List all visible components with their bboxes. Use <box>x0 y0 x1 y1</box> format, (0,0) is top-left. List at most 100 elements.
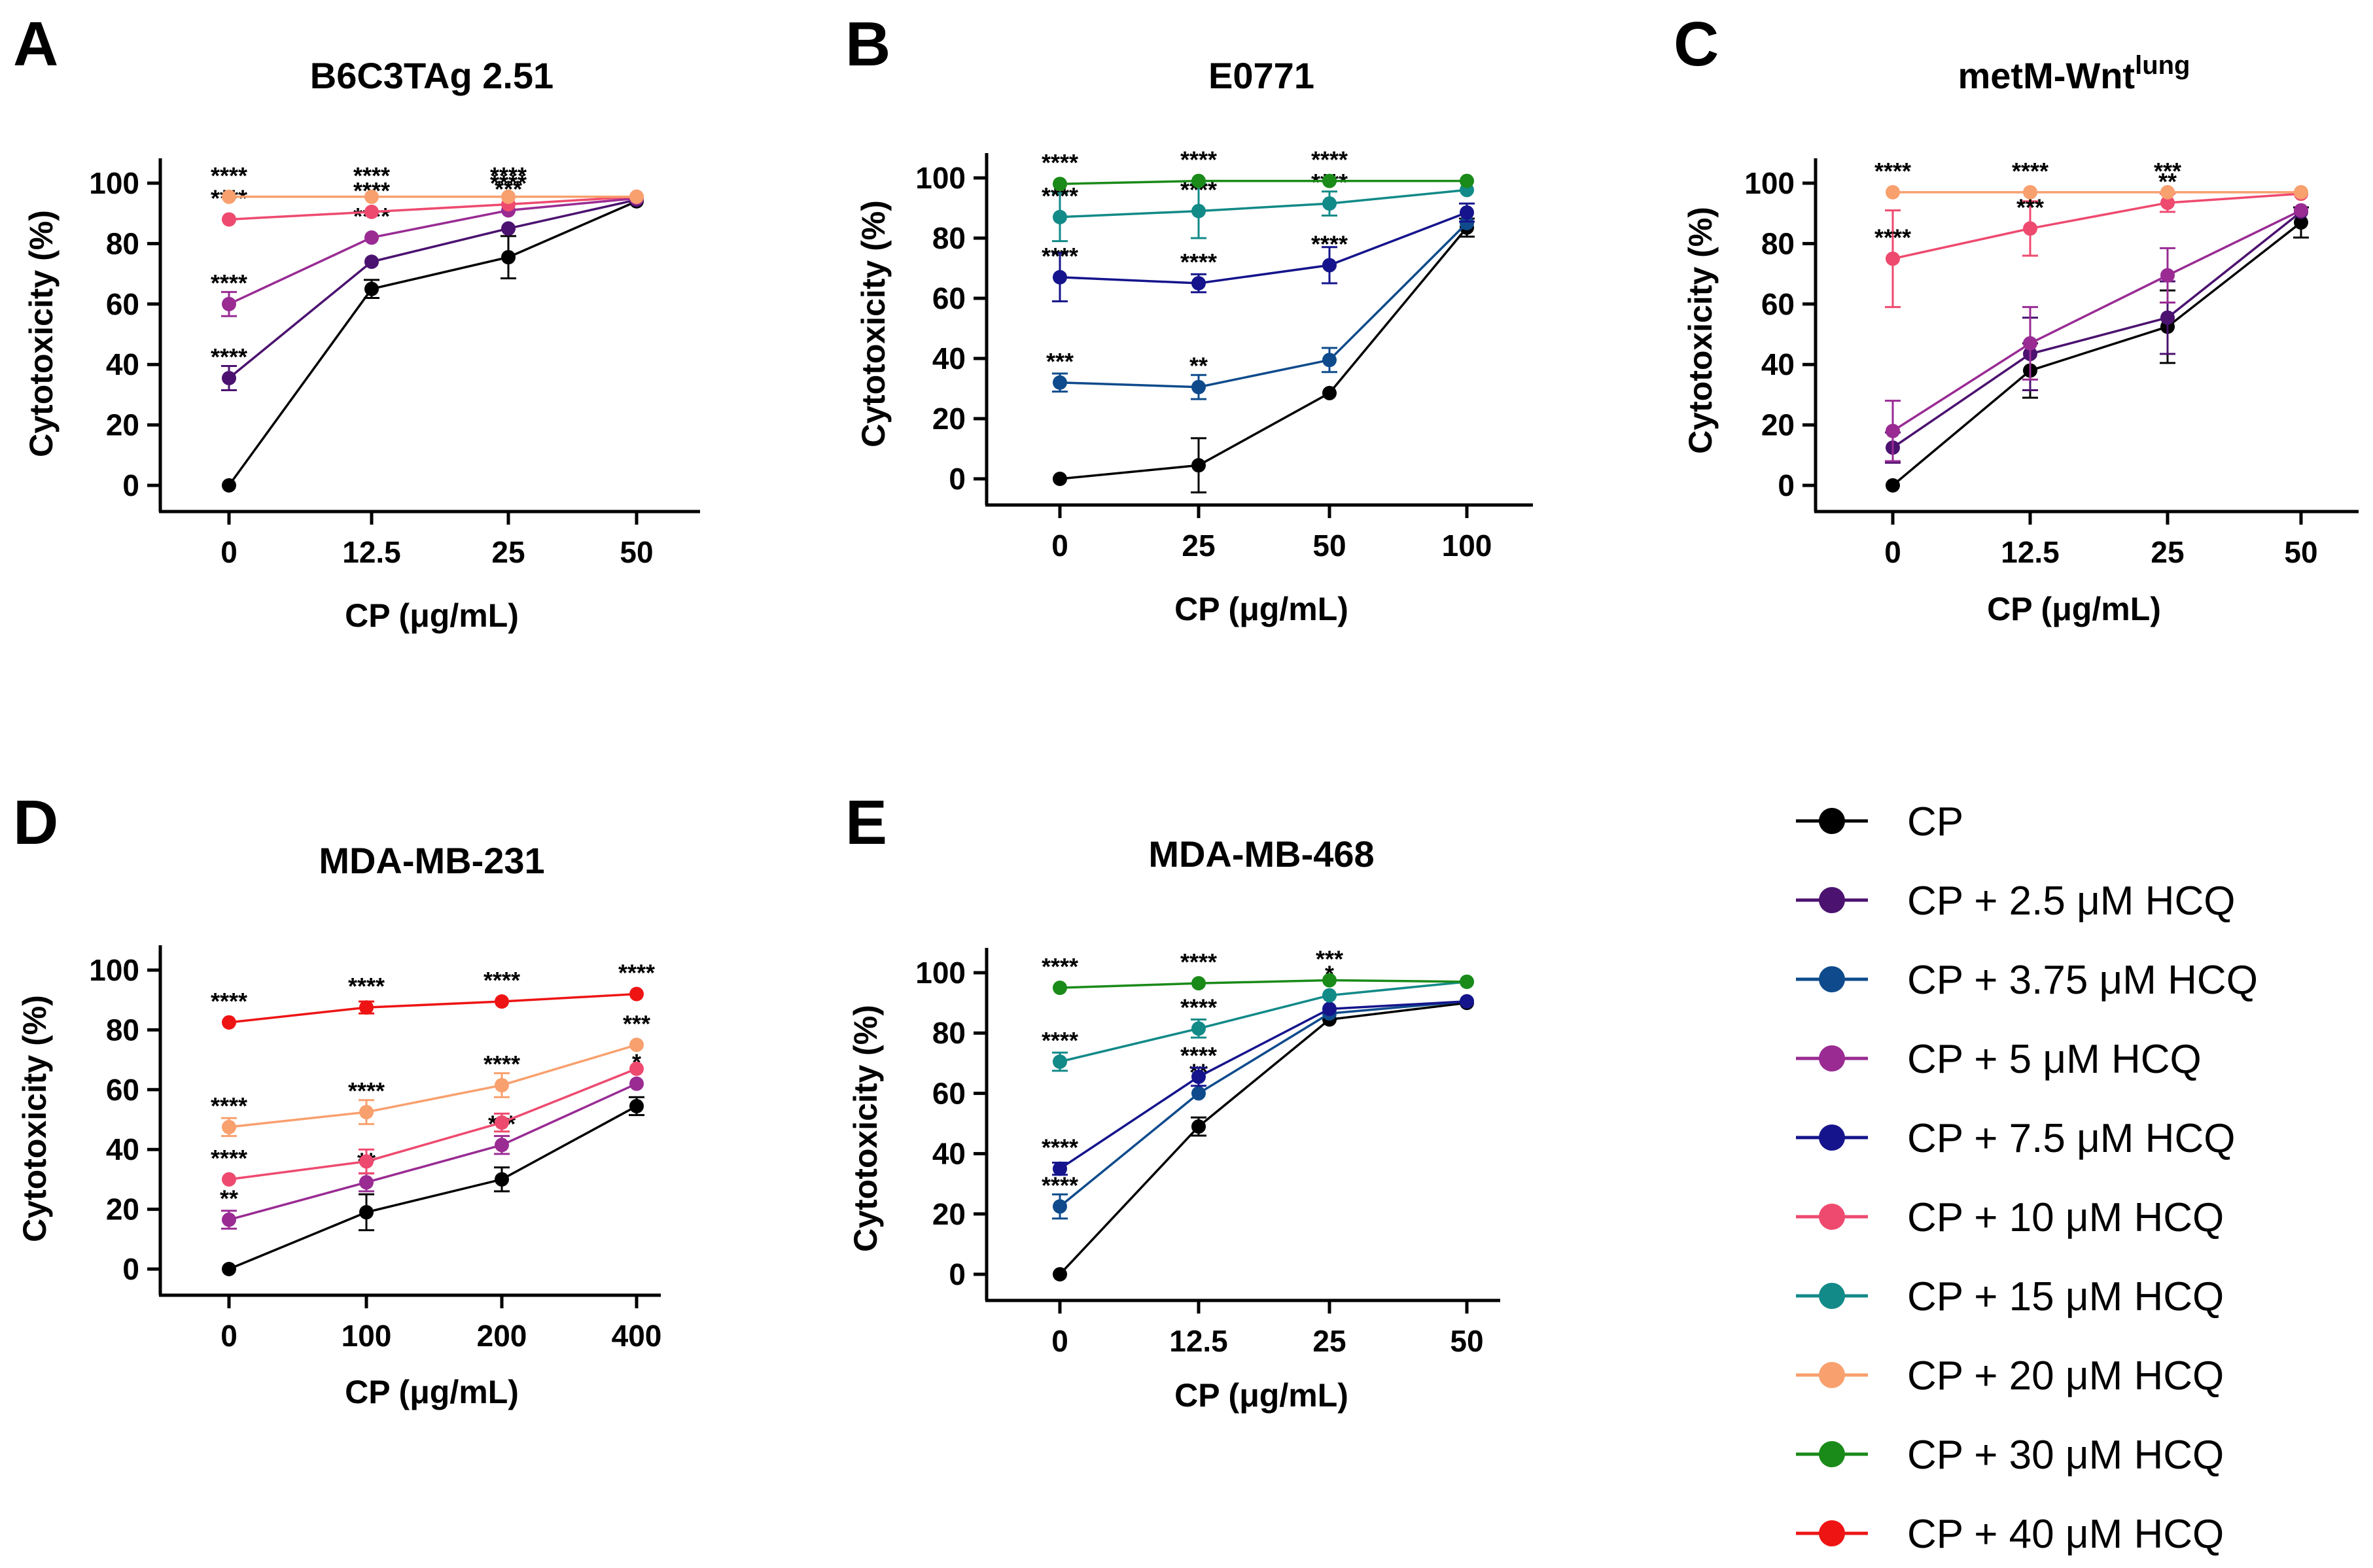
data-point <box>359 1205 374 1220</box>
legend-item-h3_75: CP + 3.75 μM HCQ <box>1796 958 2258 1003</box>
series-h10: ************ <box>211 169 644 227</box>
data-point <box>2294 215 2308 230</box>
series-CP <box>1053 996 1474 1281</box>
series-h30: **** **** *** <box>1042 946 1474 996</box>
series-h5 <box>1885 203 2308 462</box>
significance-label: **** <box>1042 149 1078 176</box>
series-line <box>1059 1000 1468 1208</box>
data-point <box>629 1076 644 1091</box>
chart-title: MDA-MB-231 <box>319 840 544 881</box>
series-h15: ********* <box>1042 961 1474 1072</box>
significance-label: **** <box>211 343 247 370</box>
y-tick-label: 40 <box>106 347 139 381</box>
significance-label: *** <box>1046 348 1074 375</box>
significance-label: **** <box>1042 953 1078 980</box>
series-h30: **** **** **** <box>1042 147 1474 192</box>
series-h20: **** **** *** <box>1874 158 2308 200</box>
data-point <box>222 1212 236 1227</box>
panel-letter: C <box>1674 9 1719 79</box>
legend-item-h20: CP + 20 μM HCQ <box>1796 1353 2224 1399</box>
data-point <box>222 1262 236 1276</box>
data-point <box>1053 375 1067 390</box>
data-point <box>1053 270 1067 285</box>
series-line <box>1059 1002 1468 1276</box>
data-point <box>629 1061 644 1076</box>
x-tick-label: 0 <box>1884 535 1901 569</box>
data-point <box>495 1138 509 1153</box>
data-point <box>1053 1199 1067 1214</box>
legend-item-h7_5: CP + 7.5 μM HCQ <box>1796 1116 2235 1161</box>
significance-label: *** <box>2154 158 2181 184</box>
series-h2_5: ****** <box>211 192 644 391</box>
data-point <box>1886 184 1900 200</box>
data-point <box>1191 458 1206 473</box>
x-tick-label: 50 <box>1450 1324 1483 1358</box>
series-h7_5: **** **** <box>1042 994 1474 1176</box>
series-h3_75: *** ** <box>1046 216 1474 400</box>
series-line <box>228 200 637 487</box>
x-tick-label: 25 <box>1182 529 1215 563</box>
series-line <box>1059 1000 1468 1170</box>
x-axis-label: CP (μg/mL) <box>345 597 519 634</box>
x-tick-label: 0 <box>220 535 237 569</box>
significance-label: **** <box>348 973 385 1000</box>
y-tick-label: 100 <box>1744 166 1795 200</box>
legend-label: CP + 20 μM HCQ <box>1907 1353 2224 1399</box>
y-tick-label: 40 <box>106 1132 139 1166</box>
data-point <box>222 1119 236 1134</box>
data-point <box>1053 981 1067 996</box>
y-tick-label: 100 <box>915 161 966 195</box>
significance-label: **** <box>1874 224 1911 251</box>
panel-d: D MDA-MB-231 0 20 40 60 80 100 0 100 200 400 CP (μg/… <box>13 788 661 1410</box>
significance-label: *** <box>623 1010 650 1037</box>
significance-label: **** <box>211 988 247 1015</box>
chart-title-main: B6C3TAg 2.51 <box>310 55 554 96</box>
data-point <box>1460 974 1474 989</box>
data-point <box>1460 216 1474 230</box>
data-point <box>501 189 516 204</box>
x-tick-label: 0 <box>220 1319 237 1353</box>
legend-marker <box>1819 1124 1845 1151</box>
data-point <box>2294 184 2308 200</box>
series-CP <box>222 1096 644 1276</box>
data-point <box>2023 336 2037 351</box>
y-tick-label: 80 <box>1761 226 1795 260</box>
data-point <box>222 478 236 493</box>
y-tick-label: 20 <box>932 402 966 436</box>
data-point <box>359 1175 374 1190</box>
significance-label: **** <box>1042 1172 1078 1198</box>
data-point <box>1191 173 1206 188</box>
y-tick-label: 0 <box>122 468 139 502</box>
y-tick-label: 80 <box>106 226 139 260</box>
y-tick-label: 100 <box>89 953 139 987</box>
data-point <box>1053 1161 1067 1176</box>
legend-label: CP + 2.5 μM HCQ <box>1907 879 2235 924</box>
y-tick-label: 40 <box>932 341 966 375</box>
significance-label: **** <box>1042 1027 1078 1054</box>
data-point <box>222 1172 236 1187</box>
legend-item-h2_5: CP + 2.5 μM HCQ <box>1796 879 2235 924</box>
panel-letter: B <box>845 9 890 79</box>
data-point <box>1886 423 1900 438</box>
data-point <box>1322 1002 1337 1017</box>
y-tick-label: 60 <box>932 1076 966 1110</box>
data-point <box>2160 310 2175 325</box>
x-tick-label: 50 <box>1312 529 1346 563</box>
chart-title-main: MDA-MB-231 <box>319 840 544 881</box>
chart-title: MDA-MB-468 <box>1148 833 1374 875</box>
chart-title: metM-Wntlung <box>1958 51 2190 96</box>
series-line <box>228 196 637 221</box>
significance-label: **** <box>1874 158 1911 184</box>
significance-label: **** <box>348 1077 385 1104</box>
x-tick-label: 50 <box>2284 535 2317 569</box>
series-h10: **** <box>211 1061 644 1187</box>
series-line <box>1059 979 1468 989</box>
data-point <box>629 1037 644 1053</box>
x-axis-label: CP (μg/mL) <box>345 1374 519 1410</box>
significance-label: **** <box>618 960 655 986</box>
x-tick-label: 50 <box>620 535 653 569</box>
series-CP <box>222 194 644 493</box>
data-point <box>1191 379 1206 394</box>
y-tick-label: 60 <box>932 281 966 315</box>
data-point <box>495 1077 509 1092</box>
